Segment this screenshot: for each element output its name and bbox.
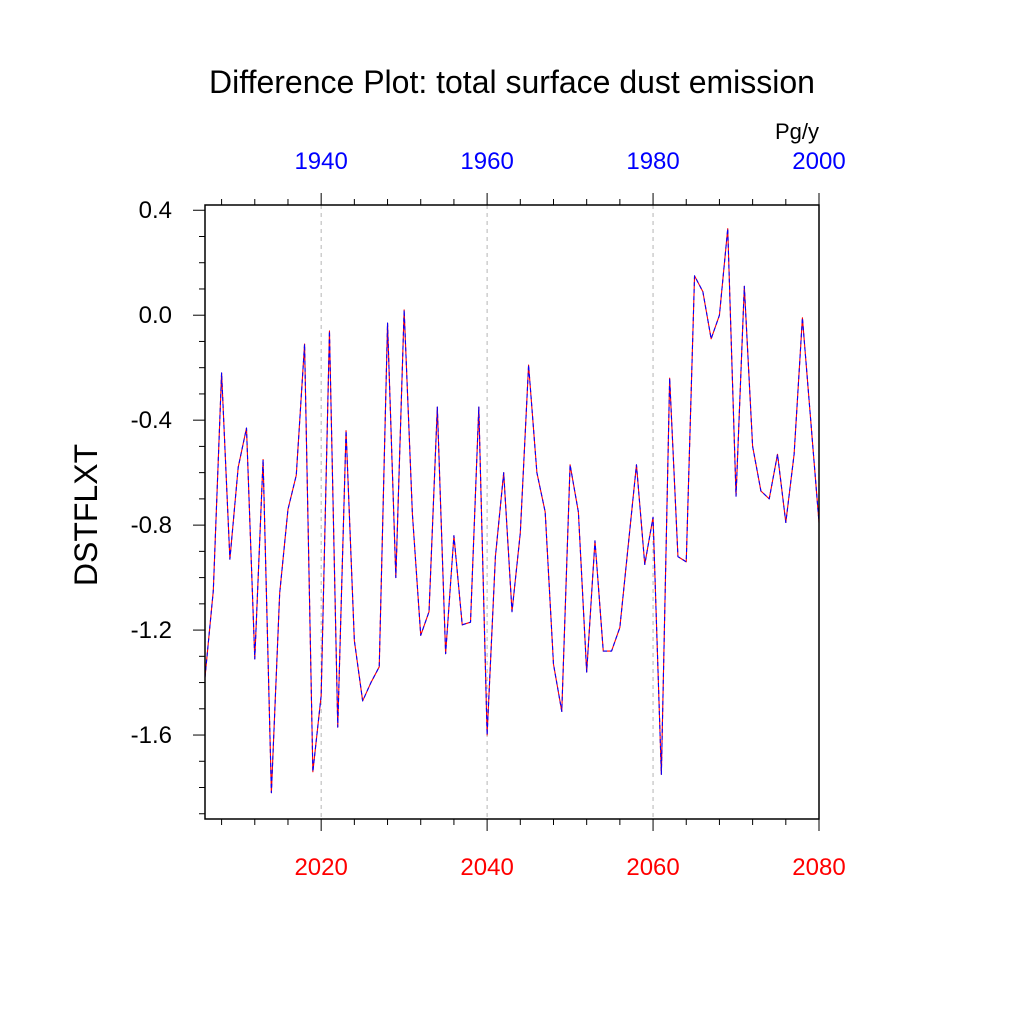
units-label: Pg/y [775, 119, 819, 144]
plot-frame [204, 204, 820, 820]
x-top-tick-label: 1960 [460, 148, 513, 175]
x-bottom-tick-label: 2020 [294, 854, 347, 881]
y-axis-label: DSTFLXT [68, 444, 104, 586]
x-bottom-tick-label: 2080 [792, 854, 845, 881]
x-top-tick-label: 1940 [294, 148, 347, 175]
tick-labels: 0.4 0.0 -0.4 -0.8 -1.2 -1.6 2020 2040 2060 2080 19… [131, 148, 846, 881]
x-top-tick-label: 2000 [792, 148, 845, 175]
y-tick-label: -1.6 [131, 722, 172, 749]
y-tick-label: 0.4 [139, 197, 172, 224]
x-bottom-tick-label: 2060 [626, 854, 679, 881]
series-line-past [204, 228, 820, 794]
chart-title: Difference Plot: total surface dust emis… [209, 64, 815, 100]
x-gridlines [320, 205, 654, 819]
series-line-future [204, 228, 820, 794]
y-tick-label: 0.0 [139, 302, 172, 329]
y-tick-label: -0.8 [131, 512, 172, 539]
y-tick-label: -1.2 [131, 617, 172, 644]
x-bottom-tick-label: 2040 [460, 854, 513, 881]
x-top-tick-label: 1980 [626, 148, 679, 175]
axis-ticks [193, 193, 820, 831]
data-series [204, 228, 820, 794]
y-tick-label: -0.4 [131, 407, 172, 434]
